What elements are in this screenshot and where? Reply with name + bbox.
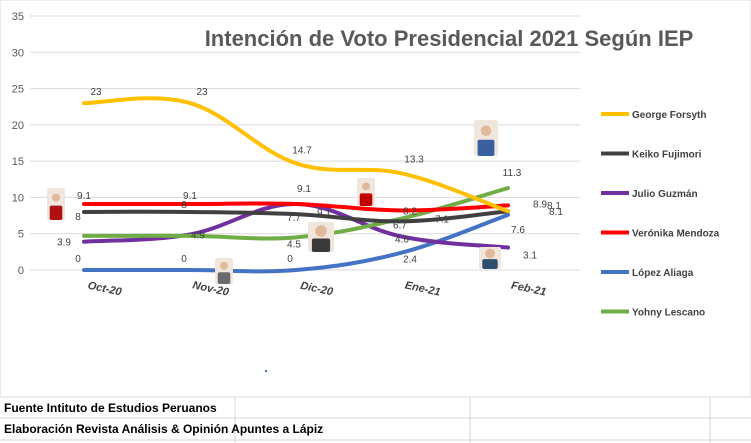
data-label-lopez-aliaga: 0	[181, 254, 187, 265]
series-line-george-forsyth	[82, 96, 510, 214]
data-label-george-forsyth: 8.1	[549, 207, 563, 218]
data-label-keiko-fujimori: 8	[75, 212, 81, 223]
data-label-julio-guzman: 3.1	[523, 251, 537, 262]
legend-item-george-forsyth: George Forsyth	[601, 110, 706, 121]
chart-area	[0, 0, 751, 398]
legend-label: George Forsyth	[632, 110, 706, 121]
data-label-yohny-lescano: 4.5	[287, 239, 301, 250]
data-label-veronika-mendoza: 9.1	[317, 208, 331, 219]
data-label-yohny-lescano: 7.1	[435, 214, 449, 225]
data-label-veronika-mendoza: 8.9	[533, 199, 547, 210]
y-tick-label: 0	[18, 265, 24, 277]
data-label-julio-guzman: 9.1	[297, 184, 311, 195]
series-line-keiko-fujimori	[82, 209, 510, 224]
stray-dot	[264, 369, 268, 373]
photo-lopez-aliaga-icon	[215, 258, 233, 284]
candidate-photos	[47, 120, 501, 284]
photo-george-forsyth-icon	[474, 120, 498, 156]
y-tick-label: 30	[12, 47, 24, 59]
photo-veronika-mendoza-icon	[47, 188, 65, 220]
data-labels: 23 23 14.7 13.3 8.1 8 8 7.7 6.7 8.1 3.9 4.9 9.1 4.6 3.…	[57, 87, 563, 265]
photo-julio-guzman-icon	[479, 247, 501, 269]
data-label-julio-guzman: 3.9	[57, 238, 71, 249]
legend-label: Verónika Mendoza	[632, 229, 720, 240]
data-label-yohny-lescano: 11.3	[503, 168, 522, 179]
legend-item-lopez-aliaga: López Aliaga	[601, 268, 694, 279]
data-label-lopez-aliaga: 0	[75, 254, 81, 265]
legend-item-julio-guzman: Julio Guzmán	[601, 189, 698, 200]
y-tick-label: 25	[12, 84, 24, 96]
legend-label: Keiko Fujimori	[632, 150, 702, 161]
y-tick-label: 5	[18, 229, 24, 241]
legend-label: Julio Guzmán	[632, 189, 698, 200]
data-label-george-forsyth: 23	[196, 87, 208, 98]
legend: George Forsyth Keiko Fujimori Julio Guzmán…	[601, 110, 720, 319]
data-label-keiko-fujimori: 8.1	[547, 201, 561, 212]
legend-label: López Aliaga	[632, 268, 694, 279]
y-axis: 0 5 10 15 20 25 30 35	[12, 11, 24, 277]
photo-yohny-lescano-icon	[308, 222, 334, 252]
legend-label: Yohny Lescano	[632, 308, 705, 319]
y-tick-label: 20	[12, 120, 24, 132]
data-label-lopez-aliaga: 7.6	[511, 225, 525, 236]
photo-keiko-fujimori-icon	[357, 178, 375, 206]
data-label-julio-guzman: 4.6	[395, 235, 409, 246]
legend-item-yohny-lescano: Yohny Lescano	[601, 308, 705, 319]
data-label-veronika-mendoza: 9.1	[183, 191, 197, 202]
data-label-keiko-fujimori: 6.7	[393, 220, 407, 231]
data-label-keiko-fujimori: 7.7	[287, 213, 301, 224]
y-tick-label: 35	[12, 11, 24, 23]
legend-item-veronika-mendoza: Verónika Mendoza	[601, 229, 720, 240]
credit-caption: Elaboración Revista Análisis & Opinión A…	[4, 422, 324, 436]
series-lines	[82, 96, 510, 274]
line-chart: Intención de Voto Presidencial 2021 Segú…	[0, 0, 751, 398]
data-label-veronika-mendoza: 8.2	[403, 206, 417, 217]
data-label-lopez-aliaga: 0	[287, 254, 293, 265]
y-tick-label: 10	[12, 192, 24, 204]
data-label-george-forsyth: 13.3	[404, 154, 424, 165]
data-label-george-forsyth: 23	[90, 87, 102, 98]
source-caption: Fuente Intituto de Estudios Peruanos	[4, 401, 217, 415]
data-label-veronika-mendoza: 9.1	[77, 191, 91, 202]
data-label-julio-guzman: 4.9	[191, 230, 205, 241]
series-line-veronika-mendoza	[82, 201, 510, 213]
chart-title: Intención de Voto Presidencial 2021 Segú…	[205, 26, 694, 51]
data-label-george-forsyth: 14.7	[292, 145, 312, 156]
data-label-lopez-aliaga: 2.4	[403, 255, 417, 266]
data-label-keiko-fujimori: 8	[181, 200, 187, 211]
legend-item-keiko-fujimori: Keiko Fujimori	[601, 150, 702, 161]
y-tick-label: 15	[12, 156, 24, 168]
